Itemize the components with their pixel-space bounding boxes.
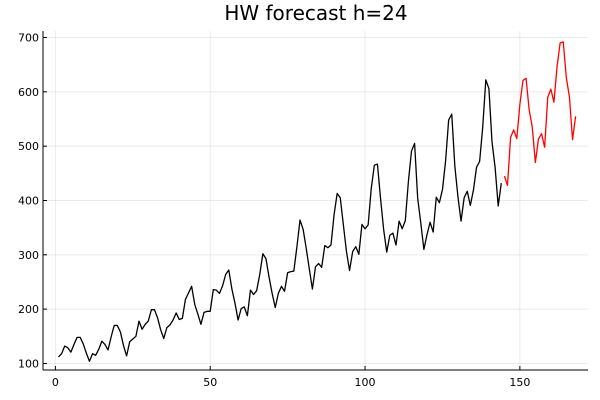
grid xyxy=(43,31,588,370)
y-tick-label: 100 xyxy=(18,357,39,370)
series-layer xyxy=(58,41,577,362)
chart-title: HW forecast h=24 xyxy=(224,1,407,25)
y-tick-label: 300 xyxy=(18,249,39,262)
x-tick-label: 150 xyxy=(509,376,530,389)
axes: 0 50 100 150 100 200 300 400 500 600 700 xyxy=(18,31,588,389)
y-tick-label: 200 xyxy=(18,303,39,316)
y-tick-label: 600 xyxy=(18,86,39,99)
series-line-1 xyxy=(58,79,502,362)
x-tick-label: 100 xyxy=(355,376,376,389)
series-line-2 xyxy=(503,41,577,186)
x-tick-label: 0 xyxy=(52,376,59,389)
y-tick-label: 700 xyxy=(18,32,39,45)
y-tick-label: 400 xyxy=(18,195,39,208)
x-tick-label: 50 xyxy=(203,376,217,389)
y-tick-label: 500 xyxy=(18,140,39,153)
